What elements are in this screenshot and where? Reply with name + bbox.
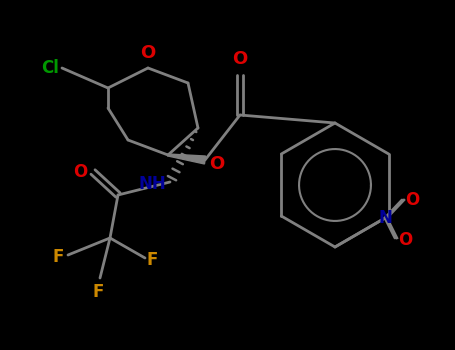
Text: Cl: Cl <box>41 59 59 77</box>
Polygon shape <box>168 154 206 164</box>
Text: F: F <box>92 283 104 301</box>
Text: F: F <box>53 248 64 266</box>
Text: O: O <box>209 155 224 173</box>
Text: N: N <box>378 209 392 227</box>
Text: O: O <box>141 44 156 62</box>
Text: F: F <box>147 251 158 269</box>
Text: O: O <box>233 50 248 68</box>
Text: NH: NH <box>138 175 166 193</box>
Text: O: O <box>405 191 419 209</box>
Text: O: O <box>73 163 87 181</box>
Text: O: O <box>398 231 412 249</box>
